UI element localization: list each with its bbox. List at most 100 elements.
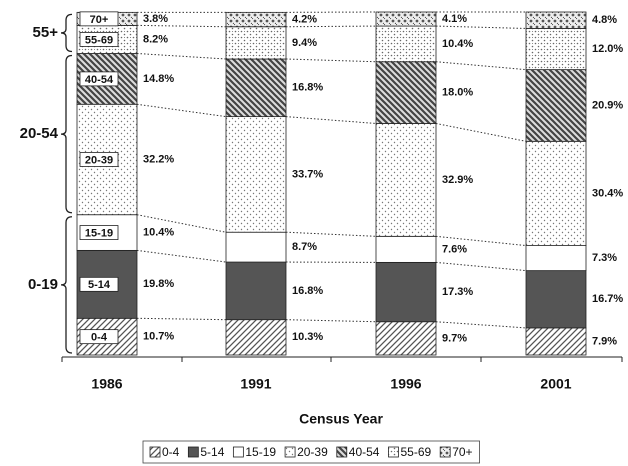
legend-swatch bbox=[232, 446, 244, 458]
segment-name: 20-39 bbox=[85, 154, 113, 166]
segment-name: 70+ bbox=[90, 14, 109, 26]
legend-label: 0-4 bbox=[162, 445, 180, 459]
segment-name: 5-14 bbox=[88, 279, 111, 291]
value-label: 16.8% bbox=[292, 82, 323, 94]
bar-segment bbox=[375, 123, 437, 237]
connector bbox=[136, 317, 227, 321]
legend-label: 5-14 bbox=[200, 445, 224, 459]
connector bbox=[435, 235, 527, 247]
value-label: 4.8% bbox=[592, 14, 617, 26]
x-tick-label: 1986 bbox=[91, 376, 122, 392]
x-tick-label: 2001 bbox=[540, 376, 571, 392]
bar-segment bbox=[225, 261, 287, 321]
legend-label: 40-54 bbox=[349, 445, 380, 459]
value-label: 9.7% bbox=[442, 332, 467, 344]
bar-segment bbox=[225, 319, 287, 356]
bar-segment bbox=[525, 11, 587, 29]
legend: 0-4 5-14 15-19 20-39 40-54 55-69 70+ bbox=[142, 440, 480, 464]
segment-name: 55-69 bbox=[85, 34, 113, 46]
bar-segment bbox=[375, 11, 437, 27]
group-label: 0-19 bbox=[28, 276, 58, 293]
bar-segment bbox=[375, 321, 437, 356]
bar-segment bbox=[525, 140, 587, 246]
value-label: 12.0% bbox=[592, 43, 623, 55]
value-label: 32.2% bbox=[143, 153, 174, 165]
legend-label: 70+ bbox=[452, 445, 472, 459]
value-label: 19.8% bbox=[143, 278, 174, 290]
legend-swatch bbox=[439, 446, 451, 458]
connector bbox=[285, 58, 377, 63]
group-label: 55+ bbox=[33, 24, 59, 41]
bar-segment bbox=[525, 28, 587, 71]
value-label: 10.4% bbox=[143, 226, 174, 238]
value-label: 16.8% bbox=[292, 285, 323, 297]
value-label: 16.7% bbox=[592, 293, 623, 305]
value-label: 4.2% bbox=[292, 13, 317, 25]
value-label: 18.0% bbox=[442, 87, 473, 99]
x-tick-label: 1996 bbox=[390, 376, 421, 392]
segment-name: 15-19 bbox=[85, 227, 113, 239]
legend-swatch bbox=[149, 446, 161, 458]
connector bbox=[136, 249, 227, 263]
connector bbox=[136, 214, 227, 233]
value-label: 32.9% bbox=[442, 174, 473, 186]
group-brace bbox=[60, 216, 73, 354]
legend-swatch bbox=[284, 446, 296, 458]
bar-segment bbox=[225, 58, 287, 118]
segment-name-box bbox=[79, 32, 119, 47]
group-label: 20-54 bbox=[20, 125, 59, 142]
connector bbox=[435, 61, 527, 71]
connector bbox=[285, 116, 377, 124]
legend-label: 55-69 bbox=[400, 445, 431, 459]
connector bbox=[136, 53, 227, 60]
bar-segment bbox=[525, 245, 587, 272]
segment-name-box bbox=[79, 152, 119, 167]
value-label: 7.3% bbox=[592, 252, 617, 264]
value-label: 33.7% bbox=[292, 168, 323, 180]
value-label: 8.2% bbox=[143, 33, 168, 45]
bar-segment bbox=[225, 11, 287, 28]
bar-segment bbox=[375, 261, 437, 323]
segment-name-box bbox=[79, 11, 119, 27]
bar-segment bbox=[375, 235, 437, 263]
value-label: 10.3% bbox=[292, 331, 323, 343]
bar-segment bbox=[375, 25, 437, 63]
x-tick-label: 1991 bbox=[240, 376, 271, 392]
bar-segment bbox=[225, 231, 287, 263]
value-label: 7.6% bbox=[442, 243, 467, 255]
bar-segment bbox=[525, 270, 587, 329]
bar-segment bbox=[525, 69, 587, 142]
connector bbox=[136, 24, 227, 28]
legend-frame bbox=[142, 440, 480, 464]
value-label: 8.7% bbox=[292, 241, 317, 253]
segment-name-box bbox=[79, 276, 119, 292]
x-axis-title: Census Year bbox=[299, 411, 383, 427]
bar-segment bbox=[375, 61, 437, 124]
connector bbox=[136, 103, 227, 118]
legend-swatch bbox=[388, 446, 399, 458]
bar-segment bbox=[525, 327, 587, 356]
value-label: 10.4% bbox=[442, 38, 473, 50]
value-label: 9.4% bbox=[292, 37, 317, 49]
value-label: 4.1% bbox=[442, 13, 467, 25]
connector bbox=[285, 319, 377, 323]
value-label: 3.8% bbox=[143, 13, 168, 25]
group-brace bbox=[60, 13, 73, 53]
connector bbox=[285, 25, 377, 28]
legend-swatch bbox=[336, 446, 348, 458]
group-brace bbox=[60, 54, 73, 214]
connector bbox=[285, 231, 377, 237]
value-label: 17.3% bbox=[442, 286, 473, 298]
bar-segment bbox=[225, 116, 287, 233]
segment-name: 0-4 bbox=[91, 332, 108, 344]
value-label: 10.7% bbox=[143, 331, 174, 343]
value-label: 30.4% bbox=[592, 187, 623, 199]
segment-name-box bbox=[79, 71, 119, 87]
value-label: 20.9% bbox=[592, 99, 623, 111]
connector bbox=[435, 321, 527, 329]
connector bbox=[435, 122, 527, 142]
value-label: 14.8% bbox=[143, 73, 174, 85]
segment-name: 40-54 bbox=[85, 74, 114, 86]
connector bbox=[435, 261, 527, 272]
